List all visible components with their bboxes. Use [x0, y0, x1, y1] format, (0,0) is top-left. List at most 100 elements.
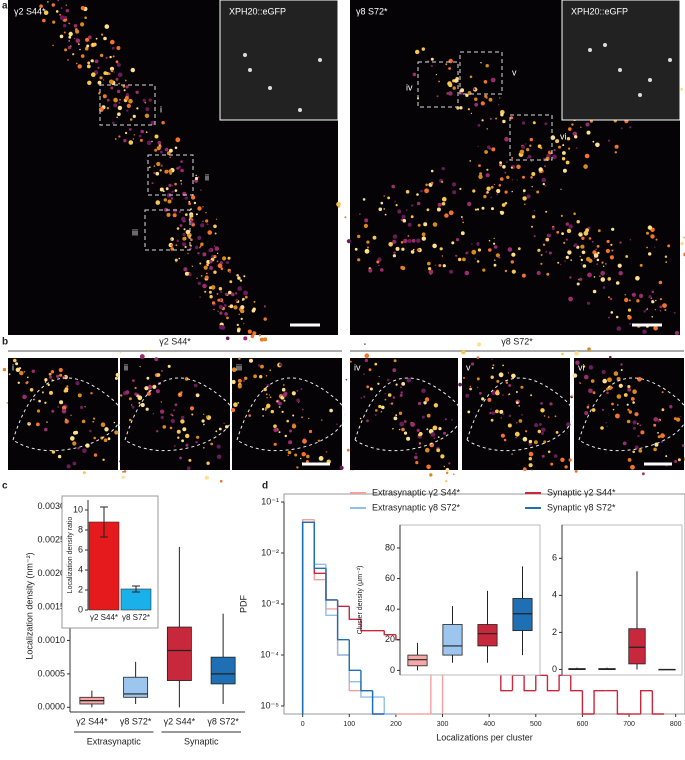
speckle	[261, 408, 265, 411]
speckle	[51, 3, 55, 7]
speckle	[568, 249, 570, 251]
speckle	[538, 423, 542, 426]
speckle	[219, 479, 223, 483]
speckle	[131, 404, 133, 406]
y-tick-label: 60	[385, 573, 395, 583]
y-tick-label: 0.0015	[37, 601, 65, 611]
speckle	[182, 232, 186, 236]
speckle	[112, 121, 115, 125]
speckle	[636, 422, 639, 425]
speckle	[511, 373, 516, 379]
speckle	[392, 368, 397, 373]
speckle	[378, 207, 383, 212]
speckle	[445, 63, 448, 66]
speckle	[269, 369, 272, 372]
speckle	[44, 427, 48, 432]
speckle	[175, 244, 178, 247]
speckle	[400, 265, 404, 270]
speckle	[521, 414, 523, 416]
speckle	[530, 160, 533, 163]
speckle	[529, 137, 533, 142]
roi-label: v	[466, 362, 471, 372]
cell-outline	[124, 377, 234, 452]
speckle	[595, 248, 597, 250]
speckle	[202, 206, 204, 208]
speckle	[146, 376, 150, 380]
speckle	[500, 433, 505, 438]
speckle	[522, 436, 528, 442]
speckle	[595, 142, 600, 148]
speckle	[591, 408, 596, 412]
speckle	[61, 408, 67, 414]
speckle	[485, 63, 489, 68]
speckle	[393, 416, 398, 421]
cell-outline	[12, 377, 122, 452]
speckle	[491, 207, 494, 211]
speckle	[473, 88, 476, 91]
speckle	[236, 323, 239, 327]
speckle	[125, 85, 129, 89]
speckle	[395, 204, 398, 207]
speckle	[99, 76, 103, 80]
speckle	[306, 454, 310, 459]
speckle	[407, 235, 410, 237]
speckle	[534, 440, 538, 445]
speckle	[51, 450, 56, 454]
speckle	[114, 138, 117, 140]
speckle	[585, 122, 590, 127]
speckle	[185, 229, 190, 235]
speckle	[606, 425, 608, 427]
speckle	[421, 232, 426, 237]
histogram-step	[301, 518, 315, 714]
speckle	[74, 430, 79, 435]
speckle	[587, 347, 591, 352]
speckle	[184, 245, 187, 249]
speckle	[548, 235, 551, 238]
speckle	[407, 239, 412, 243]
box	[512, 598, 533, 632]
speckle	[635, 276, 640, 281]
speckle	[214, 232, 217, 235]
speckle	[318, 456, 324, 461]
speckle	[564, 465, 568, 469]
speckle	[423, 222, 428, 227]
inset-spot	[603, 43, 607, 47]
speckle	[608, 316, 610, 319]
speckle	[498, 372, 504, 378]
speckle	[389, 402, 392, 405]
speckle	[522, 175, 525, 179]
speckle	[321, 419, 323, 421]
speckle	[673, 311, 676, 314]
speckle	[201, 419, 205, 423]
speckle	[359, 213, 361, 215]
speckle	[263, 305, 266, 308]
speckle	[176, 239, 180, 243]
speckle	[657, 420, 660, 423]
speckle	[113, 71, 115, 73]
speckle	[415, 461, 419, 465]
speckle	[580, 232, 582, 234]
speckle	[481, 397, 485, 401]
speckle	[555, 431, 559, 434]
speckle	[93, 436, 96, 440]
speckle	[441, 167, 445, 171]
speckle	[160, 415, 164, 420]
speckle	[119, 351, 122, 354]
speckle	[480, 101, 485, 106]
speckle	[510, 166, 513, 169]
speckle	[236, 329, 241, 333]
speckle	[15, 362, 19, 366]
speckle	[401, 247, 405, 251]
panel-label: c	[2, 481, 8, 492]
speckle	[235, 298, 239, 302]
histogram-step	[500, 670, 513, 692]
speckle	[442, 264, 446, 268]
speckle	[179, 224, 183, 227]
speckle	[375, 409, 378, 412]
speckle	[270, 409, 274, 414]
speckle	[244, 376, 248, 380]
speckle	[532, 121, 536, 125]
speckle	[183, 228, 186, 231]
speckle	[185, 443, 189, 447]
speckle	[568, 458, 572, 462]
